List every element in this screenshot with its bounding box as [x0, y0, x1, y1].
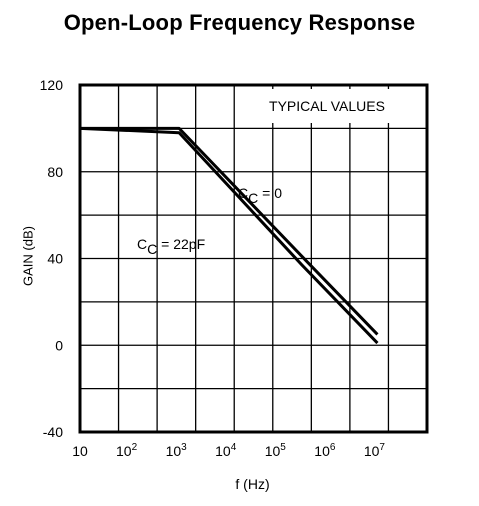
chart-title: Open-Loop Frequency Response: [63, 10, 416, 35]
x-tick-label: 103: [166, 442, 188, 459]
annotation-cc-22pf: CC = 22pF: [137, 236, 205, 257]
y-tick-label: 120: [40, 77, 64, 93]
x-tick-label: 10: [72, 443, 88, 459]
x-tick-label: 105: [265, 442, 287, 459]
annotation-typical-values: TYPICAL VALUES: [269, 98, 385, 114]
annotation-cc-zero: CC = 0: [238, 185, 282, 206]
x-tick-label: 104: [215, 442, 237, 459]
x-tick-label: 106: [314, 442, 336, 459]
series-line-2: [79, 126, 379, 345]
annotation-box-bg: [237, 89, 423, 123]
series-line-1: [80, 126, 379, 336]
x-tick-label: 102: [116, 442, 138, 459]
x-tick-label: 107: [364, 442, 386, 459]
y-tick-label: 40: [47, 251, 63, 267]
plot-frame: [78, 83, 429, 434]
y-tick-label: 80: [47, 164, 63, 180]
x-axis-label: f (Hz): [235, 476, 270, 492]
y-tick-label: -40: [43, 424, 63, 440]
y-tick-label: 0: [55, 337, 63, 353]
